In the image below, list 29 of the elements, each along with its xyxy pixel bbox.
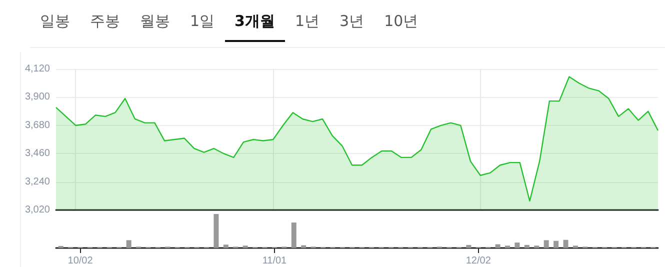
bar (466, 244, 472, 248)
y-tick-label: 3,460 (24, 148, 50, 160)
bar (495, 244, 500, 248)
text: 일봉 (39, 11, 71, 32)
text: 월봉 (139, 11, 171, 32)
y-tick-label: 3,240 (24, 176, 50, 188)
y-tick-label: 4,120 (24, 64, 50, 74)
text: 1년 (294, 11, 321, 32)
x-tick-label: 12/02 (466, 256, 492, 266)
bar (223, 244, 228, 248)
bar (554, 240, 559, 248)
x-tick-label: 10/02 (68, 256, 94, 266)
bar (563, 240, 568, 248)
text: 1일 (189, 11, 216, 32)
y-tick-label: 3,900 (24, 92, 50, 103)
bar (524, 244, 530, 248)
bar (291, 222, 296, 248)
bar (514, 242, 520, 248)
x-tick-label: 11/01 (262, 256, 288, 266)
text: 주봉 (89, 11, 121, 32)
y-tick-label: 3,020 (24, 204, 50, 216)
text: 3년 (338, 11, 366, 32)
bar (126, 240, 132, 248)
text: 10년 (383, 11, 420, 32)
bar (214, 214, 219, 248)
bar (301, 245, 306, 248)
bar (544, 240, 549, 248)
text: 3개월 (234, 11, 276, 32)
y-tick-label: 3,680 (24, 120, 50, 131)
